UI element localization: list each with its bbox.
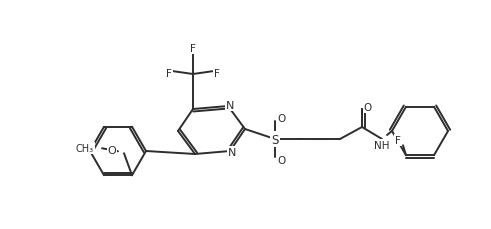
Text: O: O — [278, 155, 286, 165]
Text: F: F — [166, 69, 172, 79]
Text: F: F — [190, 44, 196, 54]
Text: F: F — [395, 136, 401, 146]
Text: O: O — [278, 114, 286, 123]
Text: O: O — [364, 103, 372, 112]
Text: N: N — [226, 101, 234, 111]
Text: CH₃: CH₃ — [76, 144, 94, 154]
Text: N: N — [228, 147, 236, 157]
Text: O: O — [108, 146, 116, 155]
Text: NH: NH — [374, 140, 390, 150]
Text: F: F — [214, 69, 220, 79]
Text: S: S — [272, 133, 279, 146]
